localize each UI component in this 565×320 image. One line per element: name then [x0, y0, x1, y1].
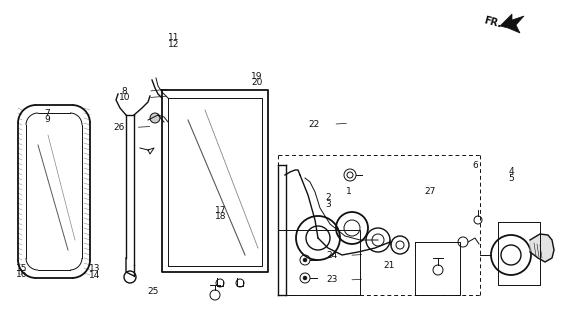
Text: 2: 2 — [325, 193, 331, 202]
Text: 12: 12 — [168, 40, 180, 49]
Text: 10: 10 — [119, 93, 130, 102]
Circle shape — [150, 113, 160, 123]
Polygon shape — [530, 234, 554, 262]
Text: 20: 20 — [251, 78, 263, 87]
Text: 1: 1 — [346, 187, 352, 196]
Text: 17: 17 — [215, 206, 226, 215]
Text: 7: 7 — [44, 109, 50, 118]
Text: 5: 5 — [508, 174, 514, 183]
Text: 24: 24 — [327, 251, 338, 260]
Text: 13: 13 — [89, 264, 101, 273]
Text: 6: 6 — [473, 161, 479, 170]
Text: 3: 3 — [325, 200, 331, 209]
Text: 25: 25 — [147, 287, 158, 296]
Text: 9: 9 — [44, 116, 50, 124]
Text: 23: 23 — [327, 276, 338, 284]
Text: 18: 18 — [215, 212, 226, 221]
Text: 21: 21 — [383, 261, 394, 270]
Text: FR.: FR. — [483, 15, 503, 29]
Text: 19: 19 — [251, 72, 263, 81]
Text: 8: 8 — [121, 87, 127, 96]
Polygon shape — [500, 14, 524, 33]
Text: 27: 27 — [425, 187, 436, 196]
Text: 26: 26 — [113, 123, 124, 132]
Text: 15: 15 — [16, 264, 27, 273]
Text: 16: 16 — [16, 270, 27, 279]
Circle shape — [303, 276, 307, 280]
Text: 14: 14 — [89, 271, 101, 280]
Circle shape — [303, 258, 307, 262]
Text: 11: 11 — [168, 33, 180, 42]
Text: 4: 4 — [508, 167, 514, 176]
Text: 22: 22 — [308, 120, 319, 129]
